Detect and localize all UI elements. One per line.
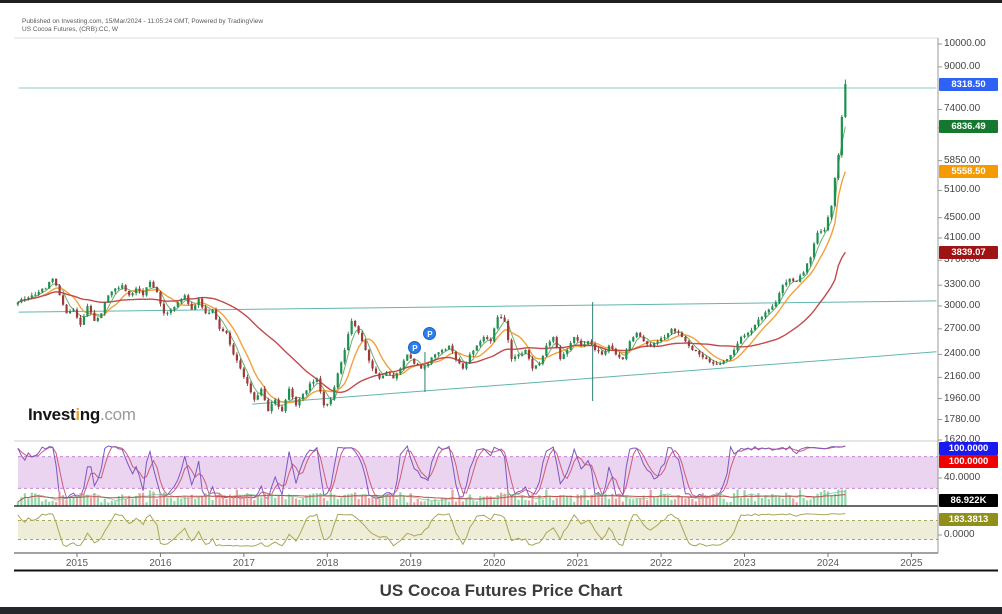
- ma-mid-badge: 5558.50: [939, 165, 998, 179]
- year-label: 2025: [900, 558, 923, 569]
- symbol-line: US Cocoa Futures, (CRB):CC, W: [22, 26, 119, 33]
- indicator2-line: [17, 513, 846, 547]
- price-tick-label: 3000.00: [944, 299, 981, 311]
- year-label: 2024: [816, 558, 840, 569]
- candlestick-series: [16, 79, 847, 414]
- price-tick-label: 3700.00: [944, 254, 981, 266]
- price-tick-label: 2400.00: [944, 348, 981, 360]
- indicator2-panel: [17, 513, 938, 547]
- year-label: 2023: [733, 558, 756, 569]
- top-border: [0, 0, 1002, 3]
- stoch-k-badge: 100.0000: [939, 442, 998, 455]
- year-label: 2017: [232, 558, 255, 569]
- year-label: 2016: [149, 558, 172, 569]
- chart-axes: [14, 37, 998, 572]
- sub-tick-label: 40.0000: [944, 472, 981, 483]
- price-tick-label: 2160.00: [944, 371, 981, 383]
- year-label: 2015: [65, 558, 89, 569]
- pin-marker[interactable]: P: [423, 326, 437, 340]
- volume-histogram: [16, 489, 847, 506]
- ma-long-badge: 3839.07: [939, 245, 998, 259]
- price-tick-label: 1960.00: [944, 392, 981, 404]
- year-label: 2018: [316, 558, 339, 569]
- stoch-d-badge: 100.0000: [939, 455, 998, 468]
- price-tick-label: 5850.00: [944, 154, 981, 166]
- price-tick-label: 9000.00: [944, 60, 981, 72]
- ma-long-line: [17, 251, 846, 394]
- price-tick-label: 1780.00: [944, 413, 981, 425]
- price-tick-label: 1620.00: [944, 434, 981, 445]
- investing-watermark: Investing.com: [28, 405, 136, 424]
- price-tick-label: 7400.00: [944, 103, 981, 115]
- bottom-border: [0, 607, 1002, 614]
- trendline[interactable]: [252, 351, 937, 405]
- year-label: 2022: [649, 558, 673, 569]
- year-label: 2021: [566, 558, 589, 569]
- price-tick-label: 4500.00: [944, 211, 981, 223]
- year-label: 2019: [399, 558, 422, 569]
- ma-short-badge: 6836.49: [939, 120, 998, 134]
- volume-badge: 86.922K: [939, 493, 998, 507]
- price-tick-label: 10000.00: [944, 37, 986, 49]
- trendline[interactable]: [18, 300, 937, 313]
- chart-header: Published on Investing.com, 15/Mar/2024 …: [22, 18, 263, 34]
- price-tick-label: 3300.00: [944, 279, 981, 291]
- chart-title: US Cocoa Futures Price Chart: [379, 581, 623, 600]
- price-tick-label: 2700.00: [944, 322, 981, 334]
- last-price-badge: 8318.50: [939, 77, 998, 91]
- price-tick-label: 4100.00: [944, 231, 981, 243]
- price-tick-label: 5100.00: [944, 184, 981, 196]
- indicator2-badge: 183.3813: [939, 512, 998, 526]
- year-label: 2020: [483, 558, 506, 569]
- published-line: Published on Investing.com, 15/Mar/2024 …: [22, 18, 264, 25]
- sub-tick-label: 0.0000: [944, 529, 975, 540]
- pin-marker[interactable]: P: [408, 340, 422, 354]
